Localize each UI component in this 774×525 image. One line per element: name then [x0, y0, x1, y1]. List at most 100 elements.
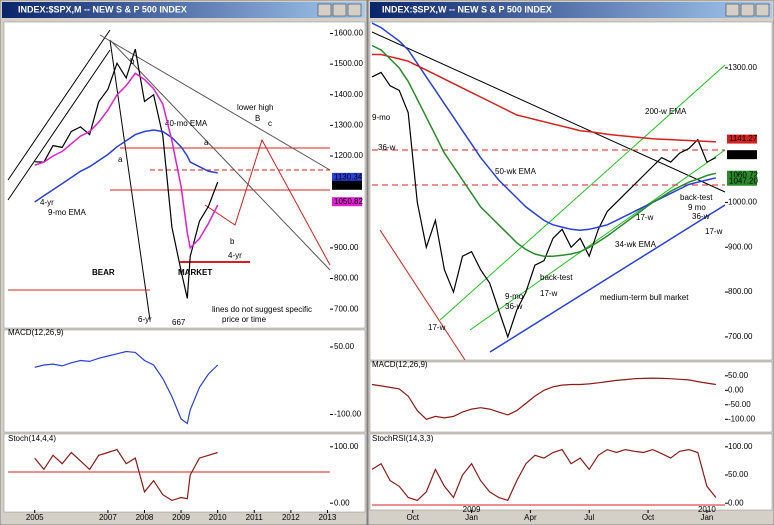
x-tick-label: 2013 [319, 513, 337, 522]
window-title: INDEX:$SPX,W -- NEW S & P 500 INDEX [382, 4, 552, 14]
series-line [34, 350, 219, 425]
x-tick-label: 2008 [136, 513, 154, 522]
y-tick-label: 1300.00 [334, 121, 363, 130]
price-tag [727, 176, 757, 186]
y-tick-label: 900.00 [728, 242, 753, 251]
x-tick-label: 2010 [209, 513, 227, 522]
annotation: 9 mo [688, 203, 706, 212]
y-tick-label: 1200.00 [334, 151, 363, 160]
left-titlebar[interactable] [2, 2, 365, 18]
annotation: 17-w [540, 289, 558, 298]
annotation: 17-w [636, 213, 654, 222]
y-tick-label: 50.00 [728, 470, 749, 479]
y-tick-label: -100.00 [334, 410, 362, 419]
trend-lines [7, 29, 726, 506]
price-tag-label: 1130.34 [334, 172, 363, 181]
window-title: INDEX:$SPX,M -- NEW S & P 500 INDEX [18, 4, 187, 14]
y-tick-label: 0.00 [728, 498, 744, 507]
price-tag-label: 1106.48 [729, 150, 758, 159]
price-tag [727, 134, 757, 144]
x-tick-label: 2009 [172, 513, 190, 522]
annotation: c [268, 119, 272, 128]
annotation: BEAR [92, 268, 115, 277]
annotation: 9-mo [505, 292, 524, 301]
annotation: B [255, 114, 260, 123]
annotation: lower high [237, 103, 273, 112]
annotation: 667 [172, 318, 186, 327]
price-line [34, 48, 219, 299]
annotation: 36-w [505, 302, 523, 311]
x-tick-label: Jul [584, 513, 594, 522]
series-line [34, 72, 219, 250]
annotation: 4-yr [40, 198, 54, 207]
y-tick-label: 50.00 [334, 342, 355, 351]
price-tag-label: 1050.82 [334, 197, 363, 206]
annotation: b [230, 237, 235, 246]
series-line [371, 377, 716, 420]
x-tick-label: 2005 [26, 513, 44, 522]
price-tag [727, 170, 757, 180]
panel-title: MACD(12,26,9) [372, 360, 428, 369]
y-tick-label: 0.00 [334, 498, 350, 507]
annotation: 17-w [705, 227, 723, 236]
series-name: 50-wk EMA [495, 167, 537, 176]
series-name: 200-w EMA [645, 107, 687, 116]
window-buttons[interactable] [317, 3, 770, 17]
annotation: 9-mo [372, 113, 391, 122]
series-name: 34-wk EMA [615, 240, 657, 249]
annotation: 36-w [692, 212, 710, 221]
right-titlebar[interactable] [370, 2, 772, 18]
y-tick-label: 700.00 [334, 304, 359, 313]
series-line [34, 448, 218, 502]
price-line [371, 71, 717, 339]
y-tick-label: 800.00 [334, 274, 359, 283]
y-tick-label: 0.00 [728, 385, 744, 394]
annotation: back-test [680, 193, 713, 202]
series-line [34, 129, 218, 203]
series-name: 40-mo EMA [165, 119, 208, 128]
annotation: medium-term bull market [600, 293, 689, 302]
y-tick-label: 900.00 [334, 243, 359, 252]
annotation: a [204, 138, 209, 147]
annotation: back-test [540, 273, 573, 282]
price-tag [332, 172, 362, 182]
y-tick-label: 700.00 [728, 332, 753, 341]
y-tick-label: 1600.00 [334, 29, 363, 38]
series-line [371, 44, 717, 257]
y-tick-label: 1300.00 [728, 63, 757, 72]
year-label: 2010 [698, 505, 716, 514]
price-tag-label: 1060.72 [729, 170, 758, 179]
y-tick-label: 1400.00 [334, 90, 363, 99]
y-tick-label: 50.00 [728, 371, 749, 380]
y-tick-label: 1000.00 [728, 198, 757, 207]
annotation: a [118, 155, 123, 164]
x-tick-label: Apr [524, 513, 537, 522]
x-tick-label: Oct [407, 513, 420, 522]
plot-backgrounds [3, 21, 773, 513]
y-tick-label: 100.00 [728, 442, 753, 451]
x-tick-label: 2011 [246, 513, 264, 522]
year-label: 2009 [463, 505, 481, 514]
x-tick-label: Jan [465, 513, 478, 522]
x-tick-label: Jan [700, 513, 713, 522]
annotation: b [130, 57, 135, 66]
series-name: 9-mo EMA [48, 208, 86, 217]
annotation: MARKET [178, 268, 212, 277]
price-tag [332, 197, 362, 207]
price-tag-label: 1141.27 [729, 134, 758, 143]
y-tick-label: -100.00 [728, 414, 756, 423]
series-line [372, 53, 716, 143]
annotation: 4-yr [228, 251, 242, 260]
annotation: lines do not suggest specific [212, 305, 312, 314]
panel-title: Stoch(14,4,4) [8, 434, 56, 443]
y-tick-label: -50.00 [728, 400, 751, 409]
panel-title: StochRSI(14,3,3) [372, 434, 434, 443]
y-tick-label: 800.00 [728, 287, 753, 296]
annotation: 36-w [378, 143, 396, 152]
x-tick-label: Oct [642, 513, 655, 522]
annotation: 17-w [428, 323, 446, 332]
price-tag [332, 180, 362, 190]
y-tick-label: 1500.00 [334, 59, 363, 68]
